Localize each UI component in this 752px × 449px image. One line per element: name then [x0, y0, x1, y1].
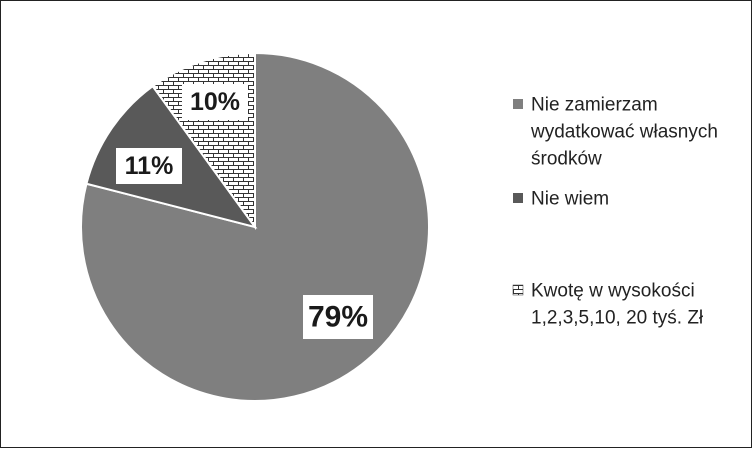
- data-label-2: 11%: [125, 152, 174, 180]
- legend-item-1: Nie zamierzam wydatkować własnych środków: [513, 95, 718, 170]
- data-label-1: 79%: [308, 301, 368, 334]
- legend-item-3: Kwotę w wysokości 1,2,3,5,10, 20 tyś. Zł: [512, 281, 704, 329]
- legend-swatch-2: [513, 193, 523, 203]
- legend-label-3: Kwotę w wysokości 1,2,3,5,10, 20 tyś. Zł: [531, 281, 704, 329]
- data-label-box-1: [303, 295, 373, 339]
- legend: Nie zamierzam wydatkować własnych środków N…: [512, 95, 718, 329]
- legend-label-2: Nie wiem: [531, 189, 609, 210]
- legend-swatch-3: [512, 284, 524, 296]
- data-label-3: 10%: [190, 88, 240, 116]
- data-label-box-3: [182, 84, 248, 120]
- legend-label-1: Nie zamierzam wydatkować własnych środków: [530, 95, 718, 170]
- legend-item-2: Nie wiem: [513, 189, 609, 210]
- data-label-box-2: [116, 148, 182, 184]
- data-labels: 79% 11% 10%: [116, 84, 373, 339]
- pie-slices: [80, 51, 431, 402]
- legend-swatch-1: [513, 99, 523, 109]
